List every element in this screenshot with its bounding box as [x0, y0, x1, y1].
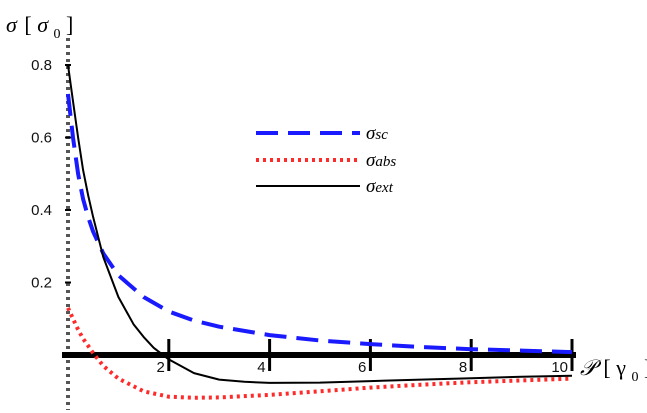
y-axis-title: σ [ σ 0 ] — [6, 12, 73, 43]
y-axis-title-open: [ — [24, 12, 31, 37]
x-axis-title-open: [ — [603, 355, 610, 380]
y-tick-label: 0.8 — [31, 57, 52, 74]
series-layer — [66, 64, 573, 400]
legend-label-ext: σext — [366, 176, 394, 197]
series-line-abs — [66, 307, 573, 400]
x-axis-title: 𝒫 [ γ 0 ] — [580, 355, 647, 386]
y-axis-ticks: 0.2 0.4 0.6 0.8 — [31, 57, 71, 292]
x-axis-title-close: ] — [644, 355, 647, 380]
y-axis-title-main: σ — [6, 12, 18, 37]
y-axis-title-symbol: σ — [37, 12, 49, 37]
series-line-ext — [67, 64, 573, 384]
x-axis-title-subscript: 0 — [631, 370, 638, 385]
y-axis-title-subscript: 0 — [54, 27, 61, 42]
series-line-sc — [66, 93, 573, 355]
x-tick-label: 4 — [257, 359, 265, 376]
x-tick-label: 6 — [358, 359, 366, 376]
legend: σsc σabs σext — [256, 123, 396, 197]
x-tick-label: 10 — [551, 359, 568, 376]
x-tick-label: 8 — [459, 359, 467, 376]
legend-label-sc: σsc — [366, 123, 388, 144]
axes — [62, 38, 576, 410]
y-tick-label: 0.4 — [31, 202, 52, 219]
x-axis-ticks: 2 4 6 8 10 — [156, 339, 574, 376]
x-axis-title-symbol: γ — [615, 355, 626, 380]
x-tick-label: 2 — [156, 359, 164, 376]
x-axis-title-main: 𝒫 — [580, 355, 602, 380]
legend-label-abs: σabs — [366, 150, 396, 171]
y-axis-title-close: ] — [66, 12, 73, 37]
y-tick-label: 0.2 — [31, 275, 52, 292]
y-tick-label: 0.6 — [31, 130, 52, 147]
